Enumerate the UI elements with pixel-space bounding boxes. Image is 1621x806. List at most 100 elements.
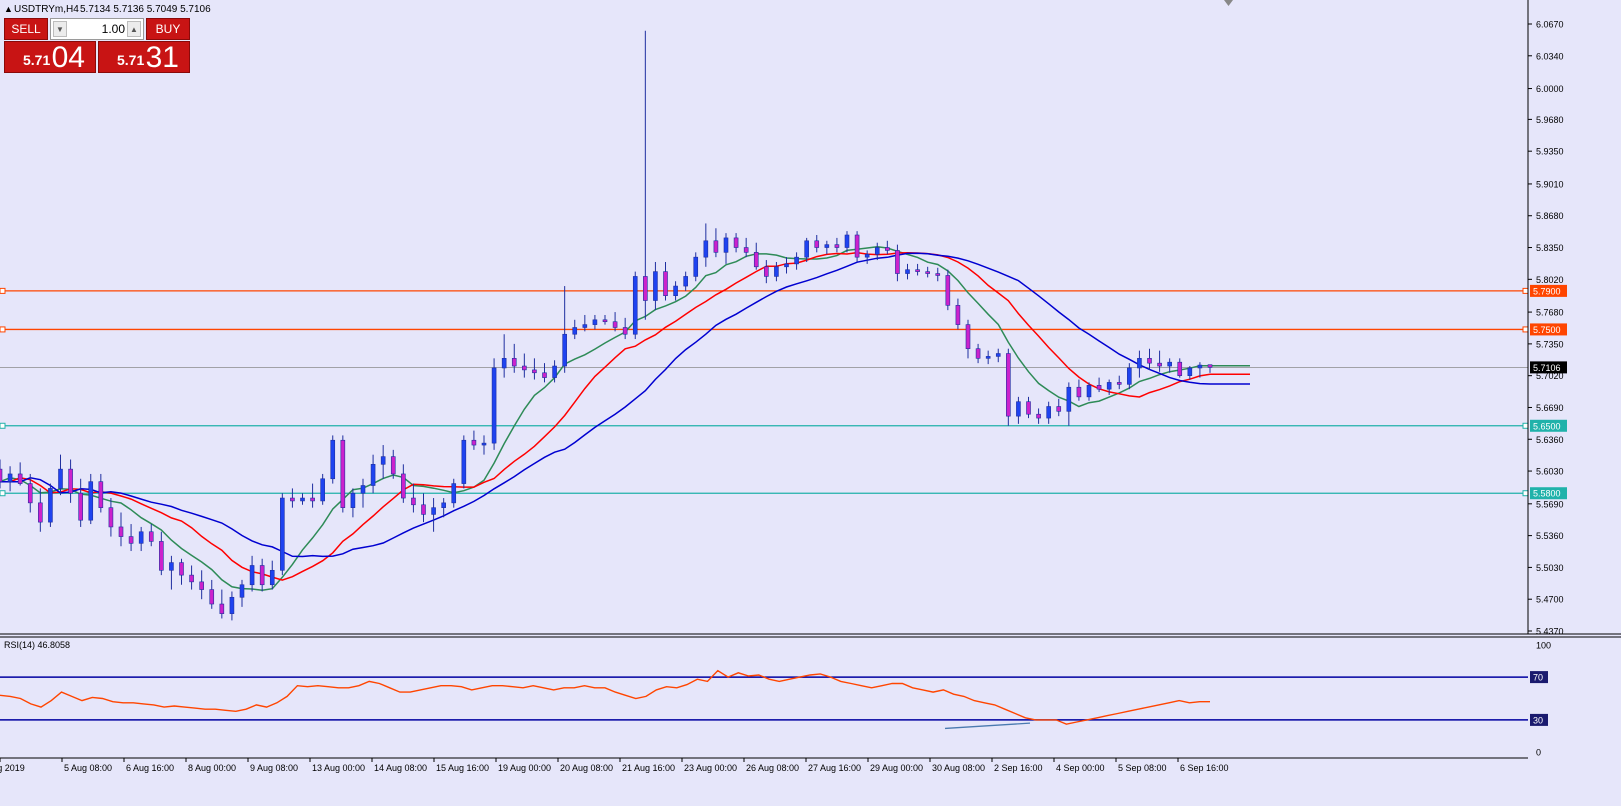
bull-candle	[703, 240, 709, 258]
ma-fast-line	[0, 246, 1250, 591]
scroll-marker-icon[interactable]	[1224, 0, 1233, 6]
rsi-level-tag	[1530, 713, 1548, 726]
bull-candle	[249, 565, 255, 586]
bear-candle	[895, 250, 900, 274]
bull-candle	[501, 358, 507, 369]
bull-candle	[431, 507, 436, 515]
price-tick-label: 5.8020	[1536, 275, 1564, 285]
bull-candle	[592, 319, 598, 325]
bull-candle	[1137, 358, 1142, 369]
bull-candle	[1106, 382, 1112, 390]
bull-candle	[300, 497, 305, 502]
time-tick-label: 4 Sep 00:00	[1056, 763, 1105, 773]
bear-candle	[885, 247, 890, 251]
bear-candle	[390, 456, 396, 475]
price-tick-label: 5.9680	[1536, 115, 1564, 125]
bear-candle	[753, 252, 759, 268]
bear-candle	[340, 439, 346, 508]
bull-candle	[552, 365, 557, 378]
price-tick-label: 5.9010	[1536, 179, 1564, 189]
bull-candle	[48, 488, 53, 523]
bull-candle	[794, 256, 799, 265]
sell-price-pips: 04	[51, 41, 85, 74]
time-axis: 2 Aug 2019 5 Aug 08:00 6 Aug 16:00 8 Aug 00…	[0, 758, 1229, 773]
time-tick-label: 5 Aug 08:00	[64, 763, 112, 773]
level-price-tag	[1530, 419, 1567, 432]
collapse-arrow-icon[interactable]: ▲	[4, 4, 13, 14]
bull-candle	[995, 353, 1001, 357]
bear-candle	[310, 497, 315, 502]
bull-candle	[1066, 386, 1072, 412]
time-tick-label: 15 Aug 16:00	[436, 763, 489, 773]
time-tick-label: 5 Sep 08:00	[1118, 763, 1167, 773]
price-tick-label: 5.7350	[1536, 339, 1564, 349]
bull-candle	[239, 584, 245, 598]
ma-slow-line	[0, 252, 1250, 558]
price-axis: 6.0670 6.0340 6.0000 5.9680 5.9350 5.9010 5.86…	[0, 0, 1621, 637]
level-price-label: 5.5800	[1533, 489, 1561, 499]
time-tick-label: 2 Sep 16:00	[994, 763, 1043, 773]
bear-candle	[179, 562, 184, 576]
bear-candle	[612, 321, 618, 328]
price-tick-label: 5.8680	[1536, 211, 1564, 221]
buy-price-quote[interactable]: 5.71 31	[98, 41, 190, 74]
bear-candle	[27, 483, 33, 504]
bear-candle	[1006, 353, 1011, 417]
sell-button[interactable]: SELL	[4, 18, 48, 40]
rsi-label: RSI(14) 46.8058	[4, 640, 70, 650]
rsi-line	[0, 669, 1210, 725]
price-tick-label: 5.8350	[1536, 243, 1564, 253]
bear-candle	[915, 269, 920, 272]
bear-candle	[602, 319, 608, 323]
bull-candle	[451, 483, 457, 504]
lot-decrease-icon[interactable]: ▼	[53, 21, 67, 37]
bull-candle	[491, 367, 497, 444]
rsi-level-label: 30	[1533, 715, 1543, 725]
bear-candle	[209, 589, 215, 605]
price-tick-label: 5.4700	[1536, 595, 1564, 605]
bull-candle	[169, 562, 174, 571]
bear-candle	[925, 271, 930, 274]
buy-button[interactable]: BUY	[146, 18, 190, 40]
bear-candle	[733, 237, 739, 248]
rsi-level-tag	[1530, 671, 1548, 684]
time-tick-label: 8 Aug 00:00	[188, 763, 236, 773]
bull-candle	[7, 473, 13, 482]
candles	[0, 30, 1213, 621]
level-right-handle	[1522, 490, 1529, 497]
bull-candle	[632, 276, 638, 335]
bear-candle	[1076, 386, 1082, 398]
level-right-handle	[1522, 287, 1529, 294]
bear-candle	[764, 266, 769, 277]
symbol-title: USDTRYm,H4	[14, 4, 79, 15]
time-tick-label: 6 Sep 16:00	[1180, 763, 1229, 773]
level-left-handle	[0, 326, 6, 333]
bear-candle	[0, 468, 3, 482]
bull-candle	[229, 596, 235, 614]
bear-candle	[148, 531, 154, 542]
bull-candle	[824, 244, 830, 248]
bull-candle	[380, 456, 386, 465]
bear-candle	[128, 536, 134, 544]
bear-candle	[1177, 361, 1183, 376]
bear-candle	[713, 240, 719, 253]
sell-price-quote[interactable]: 5.71 04	[4, 41, 96, 74]
bear-candle	[511, 358, 517, 367]
rsi-level-label: 70	[1533, 673, 1543, 683]
lot-increase-icon[interactable]: ▲	[127, 21, 141, 37]
bear-candle	[834, 244, 840, 248]
bull-candle	[572, 327, 578, 335]
lot-size-value[interactable]: 1.00	[101, 22, 125, 36]
bear-candle	[965, 324, 971, 349]
lot-size-input[interactable]: ▼ 1.00 ▲	[50, 18, 144, 40]
time-tick-label: 23 Aug 00:00	[684, 763, 737, 773]
bear-candle	[471, 439, 477, 446]
bull-candle	[673, 285, 678, 297]
bull-candle	[844, 234, 850, 248]
bull-candle	[1086, 385, 1092, 398]
level-price-label: 5.7900	[1533, 286, 1561, 296]
level-price-tag	[1530, 284, 1567, 297]
bear-candle	[108, 507, 114, 528]
bear-candle	[955, 305, 961, 325]
